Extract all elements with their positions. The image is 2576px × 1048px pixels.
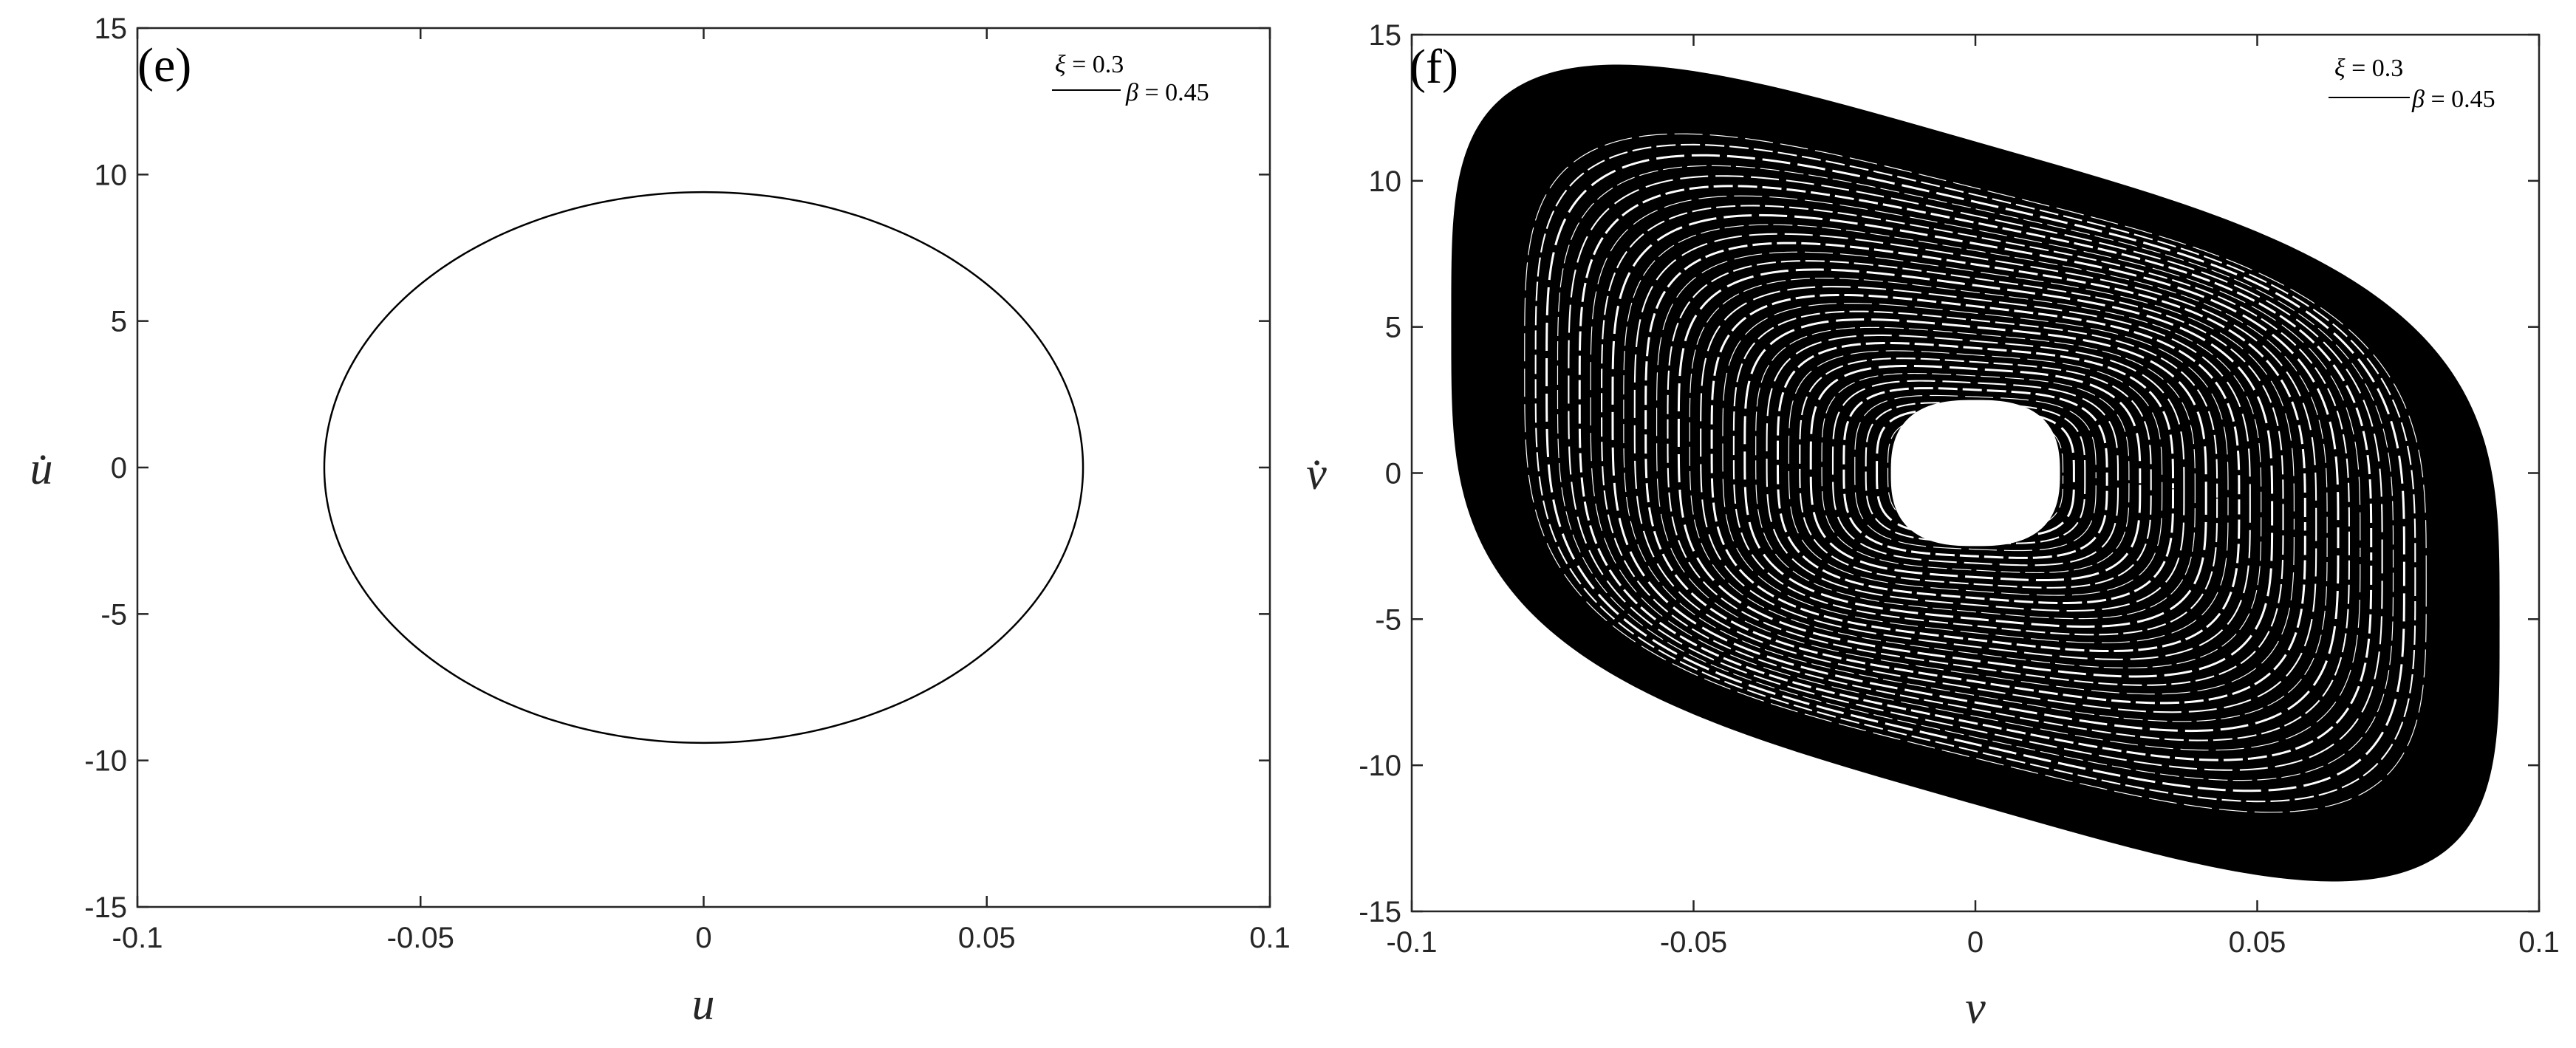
x-axis-label-f: v (1965, 983, 1986, 1033)
y-tick-label-f: 10 (1369, 165, 1402, 198)
orbit-streak-f (1534, 143, 2416, 803)
orbit-streak-f (1524, 133, 2427, 813)
y-tick-label-e: 10 (95, 159, 128, 191)
y-tick-label-f: 15 (1369, 19, 1402, 52)
x-ticks-e: -0.1 -0.05 0 0.05 0.1 (112, 28, 1291, 954)
orbit-streak-f (1623, 224, 2328, 722)
x-tick-label-e: -0.05 (387, 922, 454, 954)
orbit-streak-f (1821, 372, 2130, 574)
orbit-streak-f (1590, 195, 2361, 751)
x-tick-label-f: 0.05 (2229, 926, 2286, 959)
panel-f: -0.1 -0.05 0 0.05 0.1 -15 -10 -5 0 5 10 15 (f) ξ =… (1306, 19, 2560, 1033)
y-tick-label-f: -5 (1375, 603, 1401, 636)
orbit-streak-f (1611, 213, 2340, 733)
orbit-e (323, 191, 1084, 744)
x-tick-label-e: 0 (695, 922, 711, 954)
orbit-streak-f (1743, 318, 2207, 628)
orbit-streak-f (1722, 303, 2229, 643)
orbit-streak-f (1677, 268, 2274, 678)
legend-beta-e: β = 0.45 (1125, 79, 1209, 106)
y-axis-label-e: u̇ (30, 444, 53, 494)
orbit-streak-f (1644, 242, 2306, 705)
x-tick-label-e: -0.1 (112, 922, 163, 954)
y-tick-label-e: -5 (100, 598, 127, 631)
orbit-streak-f (1710, 293, 2241, 653)
x-tick-label-e: 0.05 (958, 922, 1016, 954)
orbit-curve-e (323, 191, 1084, 744)
orbit-streak-f (1601, 205, 2350, 742)
orbit-streak-f (1689, 278, 2262, 668)
orbit-streak-f (1776, 341, 2175, 605)
orbit-streak-f (1766, 334, 2185, 612)
orbit-streak-f (1557, 165, 2394, 781)
legend-xi-f: ξ = 0.3 (2334, 55, 2403, 82)
x-tick-label-f: 0 (1967, 926, 1984, 959)
panel-e: -0.1 -0.05 0 0.05 0.1 -15 -10 -5 0 5 10 15 (e) ξ =… (30, 13, 1291, 1030)
x-tick-label-f: -0.05 (1660, 926, 1727, 959)
legend-xi-e: ξ = 0.3 (1055, 51, 1124, 78)
orbit-streak-f (1842, 387, 2108, 559)
orbit-streak-f (1831, 380, 2119, 566)
orbit-f (1451, 64, 2500, 882)
orbit-streak-f (1788, 350, 2163, 596)
legend-f: ξ = 0.3 β = 0.45 (2329, 55, 2495, 113)
orbit-streak-f (1568, 175, 2383, 771)
x-tick-label-f: 0.1 (2518, 926, 2560, 959)
legend-beta-f: β = 0.45 (2411, 86, 2495, 113)
orbit-streak-f (1755, 326, 2196, 620)
y-tick-label-f: -15 (1359, 896, 1401, 928)
x-tick-label-e: 0.1 (1249, 922, 1291, 954)
y-tick-label-e: 15 (95, 13, 128, 45)
y-ticks-f: -15 -10 -5 0 5 10 15 (1359, 19, 2539, 928)
y-tick-label-f: 5 (1385, 312, 1401, 344)
orbit-inner-hole-f (1890, 400, 2060, 547)
panel-label-e: (e) (137, 38, 191, 92)
y-axis-label-f: v̇ (1306, 449, 1327, 499)
orbit-streak-f (1865, 402, 2086, 544)
x-ticks-f: -0.1 -0.05 0 0.05 0.1 (1387, 35, 2560, 959)
y-tick-label-f: -10 (1359, 750, 1401, 782)
orbit-streak-f (1700, 286, 2251, 660)
y-tick-label-f: 0 (1385, 458, 1401, 490)
x-axis-label-e: u (692, 979, 715, 1030)
y-ticks-e: -15 -10 -5 0 5 10 15 (84, 13, 1270, 924)
orbit-streak-f (1809, 364, 2142, 582)
orbit-streak-f (1876, 408, 2075, 538)
y-tick-label-e: 0 (111, 452, 127, 484)
orbit-streak-f (1667, 260, 2284, 686)
plot-area-e (136, 27, 1271, 908)
y-tick-label-e: 5 (111, 306, 127, 338)
orbit-streak-f (1732, 310, 2218, 636)
y-tick-label-e: -15 (84, 891, 127, 924)
orbit-streak-f (1633, 233, 2317, 713)
orbit-streak-f (1578, 185, 2373, 761)
x-tick-label-f: -0.1 (1387, 926, 1438, 959)
orbit-streak-f (1545, 154, 2405, 792)
y-tick-label-e: -10 (84, 745, 127, 778)
orbit-streak-f (1799, 357, 2152, 589)
orbit-streak-f (1854, 394, 2097, 552)
orbit-streak-f (1656, 251, 2295, 695)
legend-e: ξ = 0.3 β = 0.45 (1052, 51, 1209, 106)
panel-label-f: (f) (1410, 40, 1458, 94)
